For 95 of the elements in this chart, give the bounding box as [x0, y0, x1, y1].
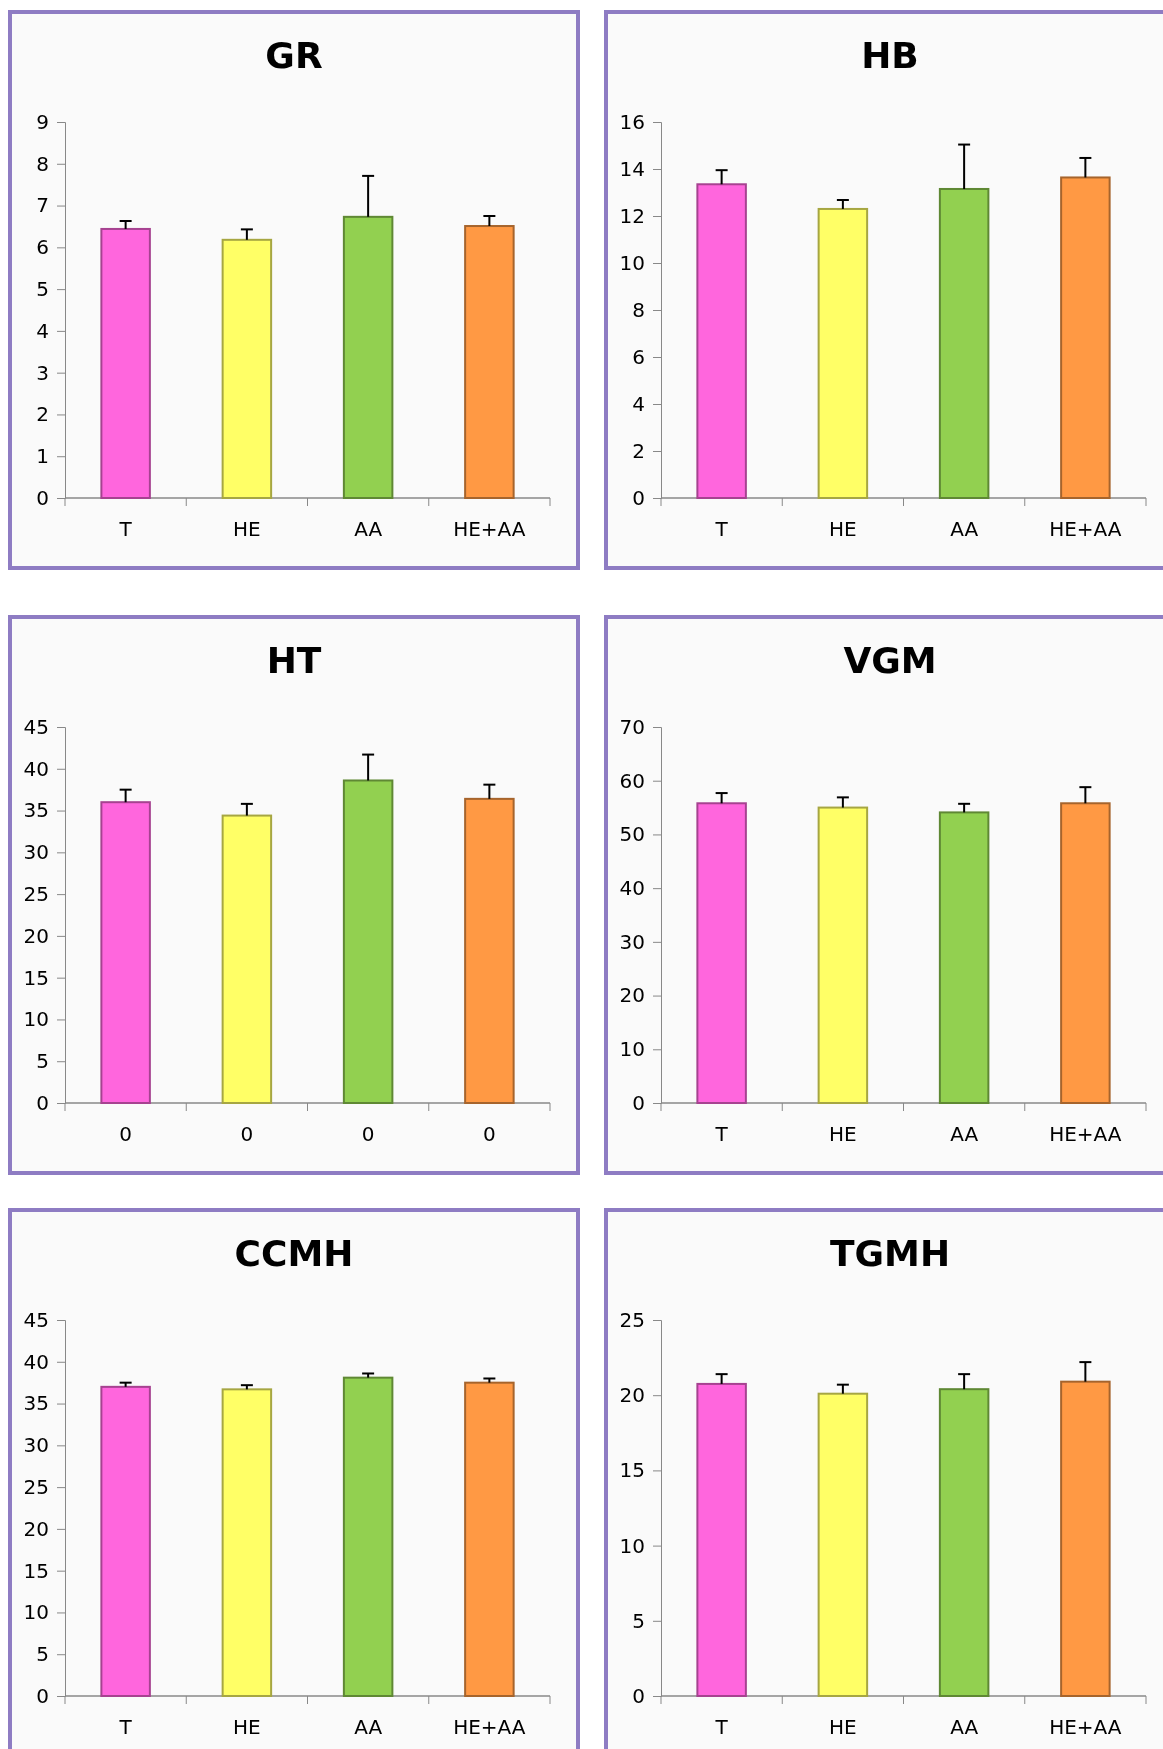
y-tick-label: 35 [23, 1391, 49, 1416]
x-tick-label: 0 [361, 1122, 375, 1146]
x-tick-label: T [714, 1715, 729, 1739]
y-tick-label: 10 [619, 1037, 645, 1062]
chart-title: HB [861, 35, 919, 76]
y-tick-label: 20 [23, 923, 49, 948]
x-tick-label: AA [354, 517, 383, 541]
bar [464, 797, 515, 1104]
y-tick-label: 15 [23, 965, 49, 990]
y-tick-label: 10 [23, 1007, 49, 1032]
x-tick-label: 0 [240, 1122, 254, 1146]
y-tick-label: 2 [632, 438, 645, 463]
x-tick-label: AA [950, 517, 979, 541]
y-tick-label: 8 [632, 297, 645, 322]
x-tick-label: HE [829, 517, 857, 541]
y-tick-label: 20 [23, 1516, 49, 1541]
x-tick-label: HE [829, 1122, 857, 1146]
x-tick-label: HE+AA [453, 517, 526, 541]
bar [221, 238, 273, 499]
y-tick-label: 10 [23, 1600, 49, 1625]
y-tick-label: 15 [23, 1558, 49, 1583]
y-tick-label: 0 [36, 485, 49, 510]
y-tick-label: 3 [36, 360, 49, 385]
y-tick-label: 5 [36, 1642, 49, 1667]
y-tick-label: 25 [23, 882, 49, 907]
y-tick-label: 60 [619, 768, 645, 793]
x-tick-label: HE+AA [453, 1715, 526, 1739]
y-tick-label: 4 [632, 391, 645, 416]
bar [464, 225, 515, 499]
y-tick-label: 25 [619, 1307, 645, 1332]
x-tick-label: 0 [119, 1122, 132, 1146]
y-tick-label: 16 [619, 109, 645, 134]
bar [100, 227, 151, 499]
y-tick-label: 30 [23, 840, 49, 865]
x-tick-label: HE+AA [1049, 1715, 1122, 1739]
y-tick-label: 7 [36, 193, 49, 218]
bar [342, 215, 394, 499]
x-tick-label: T [714, 517, 729, 541]
y-tick-label: 5 [632, 1608, 645, 1633]
y-tick-label: 40 [619, 876, 645, 901]
y-tick-label: 0 [632, 1090, 645, 1115]
y-tick-label: 35 [23, 798, 49, 823]
y-tick-label: 2 [36, 402, 49, 427]
x-tick-label: T [714, 1122, 729, 1146]
y-tick-label: 10 [619, 250, 645, 275]
y-tick-label: 9 [36, 109, 49, 134]
y-tick-label: 45 [23, 1307, 49, 1332]
x-tick-label: T [118, 517, 133, 541]
y-tick-label: 1 [36, 444, 49, 469]
y-tick-label: 25 [23, 1475, 49, 1500]
chart-title: VGM [843, 640, 937, 681]
x-tick-label: AA [950, 1715, 979, 1739]
y-tick-label: 8 [36, 151, 49, 176]
y-tick-label: 6 [632, 344, 645, 369]
y-tick-label: 70 [619, 714, 645, 739]
bar [100, 801, 151, 1104]
x-tick-label: 0 [483, 1122, 496, 1146]
x-tick-label: AA [354, 1715, 383, 1739]
y-tick-label: 14 [619, 156, 645, 181]
y-tick-label: 20 [619, 983, 645, 1008]
x-tick-label: HE [829, 1715, 857, 1739]
bar [100, 1385, 151, 1697]
y-tick-label: 15 [619, 1458, 645, 1483]
x-tick-label: HE+AA [1049, 517, 1122, 541]
y-tick-label: 40 [23, 756, 49, 781]
x-tick-label: HE+AA [1049, 1122, 1122, 1146]
y-tick-label: 40 [23, 1349, 49, 1374]
bar [342, 1376, 394, 1697]
bar [221, 814, 273, 1104]
x-tick-label: T [118, 1715, 133, 1739]
x-tick-label: HE [233, 517, 261, 541]
y-tick-label: 45 [23, 714, 49, 739]
bar [464, 1381, 515, 1697]
y-tick-label: 12 [619, 203, 645, 228]
y-tick-label: 30 [23, 1433, 49, 1458]
y-tick-label: 5 [36, 1049, 49, 1074]
y-tick-label: 20 [619, 1383, 645, 1408]
y-tick-label: 30 [619, 929, 645, 954]
y-tick-label: 6 [36, 235, 49, 260]
chart-title: TGMH [829, 1233, 951, 1274]
chart-title: HT [266, 640, 322, 681]
y-tick-label: 10 [619, 1533, 645, 1558]
chart-title: CCMH [234, 1233, 354, 1274]
y-tick-label: 0 [36, 1683, 49, 1708]
y-tick-label: 0 [632, 485, 645, 510]
y-tick-label: 50 [619, 822, 645, 847]
chart-title: GR [265, 35, 323, 76]
y-tick-label: 0 [632, 1683, 645, 1708]
x-tick-label: AA [950, 1122, 979, 1146]
y-tick-label: 5 [36, 277, 49, 302]
bar [342, 779, 394, 1104]
bar [221, 1388, 273, 1697]
y-tick-label: 0 [36, 1090, 49, 1115]
x-tick-label: HE [233, 1715, 261, 1739]
y-tick-label: 4 [36, 318, 49, 343]
